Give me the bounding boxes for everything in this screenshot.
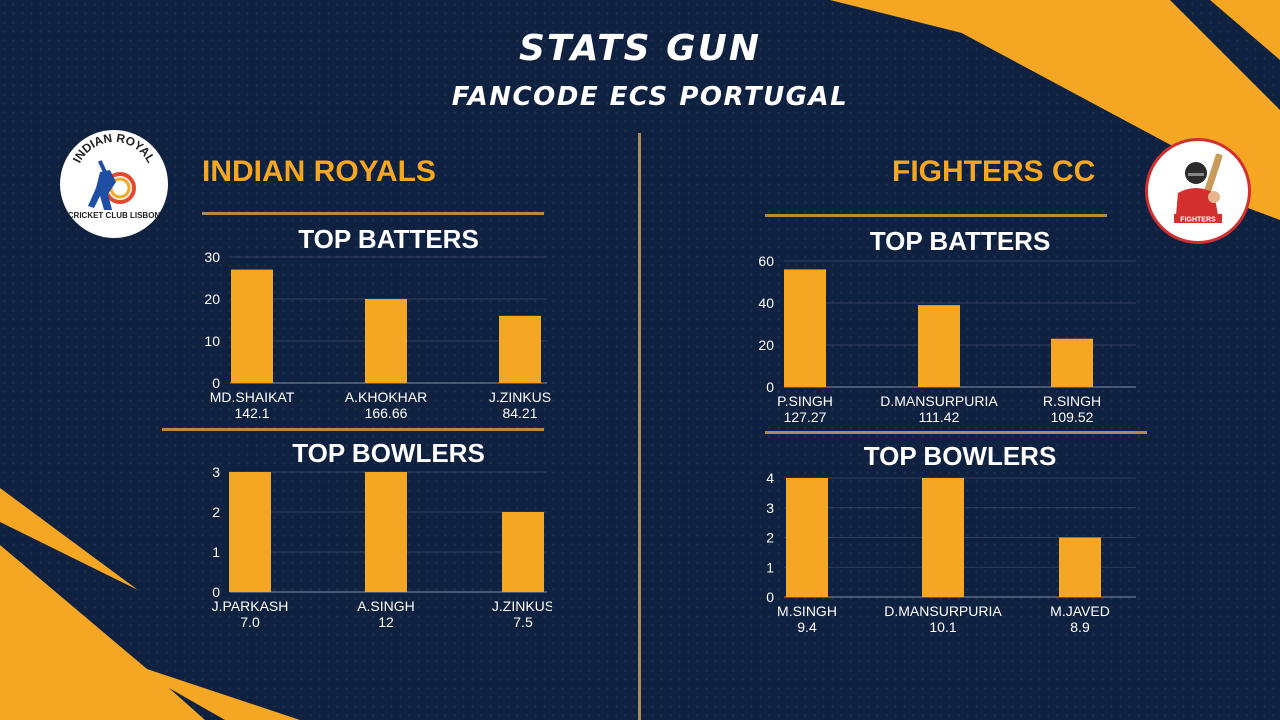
category-label: M.SINGH — [777, 603, 837, 619]
y-tick-label: 20 — [758, 337, 774, 353]
bar-a-singh — [365, 472, 407, 592]
category-label: MD.SHAIKAT — [210, 389, 295, 405]
y-tick-label: 20 — [204, 291, 220, 307]
category-sublabel: 127.27 — [784, 409, 827, 425]
bar-md-shaikat — [231, 269, 273, 383]
bar-j-zinkus — [499, 315, 541, 383]
bar-p-singh — [784, 269, 826, 387]
chart-title: TOP BOWLERS — [864, 441, 1057, 471]
y-tick-label: 0 — [766, 379, 774, 395]
category-sublabel: 9.4 — [797, 619, 817, 635]
rule-left-mid — [162, 428, 544, 431]
category-label: D.MANSURPURIA — [884, 603, 1002, 619]
category-label: J.ZINKUS — [489, 389, 551, 405]
category-label: P.SINGH — [777, 393, 833, 409]
y-tick-label: 10 — [204, 333, 220, 349]
streak-bottom-1 — [0, 488, 138, 590]
bat-icon — [1204, 153, 1223, 193]
y-tick-label: 3 — [766, 500, 774, 516]
batsman-silhouette-icon — [88, 170, 116, 210]
indian-royals-logo: INDIAN ROYAL CRICKET CLUB LISBON — [60, 130, 168, 238]
category-sublabel: 8.9 — [1070, 619, 1090, 635]
category-label: M.JAVED — [1050, 603, 1110, 619]
bar-j-zinkus — [502, 512, 544, 592]
streak-bottom-3 — [120, 660, 300, 720]
category-label: A.KHOKHAR — [345, 389, 427, 405]
category-label: A.SINGH — [357, 598, 415, 614]
logo-banner-text: FIGHTERS — [1180, 217, 1216, 224]
category-sublabel: 12 — [378, 614, 394, 630]
bar-m-javed — [1059, 537, 1101, 597]
streak-top-2 — [900, 0, 1180, 150]
logo-banner — [1174, 214, 1222, 223]
chart-title: TOP BATTERS — [870, 226, 1051, 256]
chart-title: TOP BOWLERS — [292, 438, 485, 468]
rule-right-top — [765, 214, 1107, 217]
bar-a-khokhar — [365, 299, 407, 383]
category-sublabel: 166.66 — [365, 405, 408, 421]
category-sublabel: 111.42 — [919, 409, 960, 425]
chart-indian-royals-top-bowlers: TOP BOWLERS0123J.PARKASH7.0A.SINGH12J.ZI… — [212, 438, 552, 630]
center-divider — [638, 133, 641, 720]
category-label: J.PARKASH — [212, 598, 289, 614]
team-name-indian-royals: INDIAN ROYALS — [202, 155, 436, 188]
category-sublabel: 84.21 — [502, 405, 537, 421]
category-label: D.MANSURPURIA — [880, 393, 998, 409]
y-tick-label: 4 — [766, 470, 774, 486]
streak-top-4 — [1210, 0, 1280, 60]
y-tick-label: 2 — [766, 530, 774, 546]
fighters-logo: FIGHTERS — [1145, 138, 1251, 244]
bar-j-parkash — [229, 472, 271, 592]
category-sublabel: 109.52 — [1051, 409, 1094, 425]
category-label: J.ZINKUS — [492, 598, 552, 614]
y-tick-label: 0 — [212, 375, 220, 391]
player-jersey-icon — [1176, 188, 1218, 215]
y-tick-label: 0 — [212, 584, 220, 600]
y-tick-label: 40 — [758, 295, 774, 311]
category-sublabel: 7.5 — [513, 614, 533, 630]
y-tick-label: 1 — [766, 559, 774, 575]
rule-left-top — [202, 212, 544, 215]
page-title: STATS GUN — [518, 28, 762, 69]
chart-title: TOP BATTERS — [298, 224, 479, 254]
y-tick-label: 3 — [212, 464, 220, 480]
y-tick-label: 0 — [766, 589, 774, 605]
team-name-fighters-cc: FIGHTERS CC — [892, 155, 1096, 188]
category-sublabel: 142.1 — [234, 405, 269, 421]
bar-d-mansurpuria — [922, 478, 964, 597]
bar-m-singh — [786, 478, 828, 597]
y-tick-label: 2 — [212, 504, 220, 520]
bat-icon — [97, 160, 111, 180]
y-tick-label: 1 — [212, 544, 220, 560]
y-tick-label: 60 — [758, 253, 774, 269]
category-label: R.SINGH — [1043, 393, 1101, 409]
bar-d-mansurpuria — [918, 305, 960, 387]
category-sublabel: 7.0 — [240, 614, 260, 630]
logo-text-bottom: CRICKET CLUB LISBON — [68, 211, 161, 220]
page-subtitle: FANCODE ECS PORTUGAL — [451, 82, 849, 112]
y-tick-label: 30 — [204, 249, 220, 265]
category-sublabel: 10.1 — [929, 619, 956, 635]
rule-right-mid — [765, 431, 1147, 434]
bar-r-singh — [1051, 338, 1093, 387]
